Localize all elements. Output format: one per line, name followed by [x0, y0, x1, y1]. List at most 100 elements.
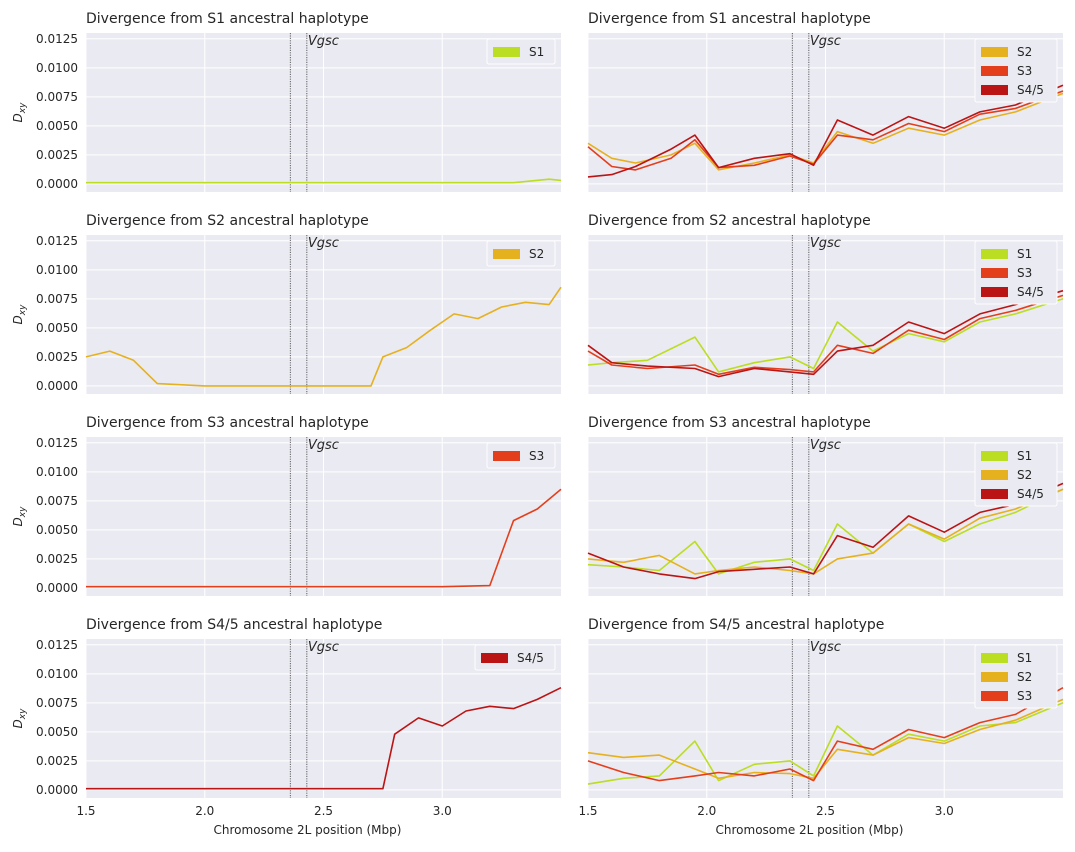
series-line-s4-5	[587, 289, 1064, 378]
y-axis-label-main: D	[11, 113, 25, 122]
y-tick-label: 0.0100	[36, 61, 78, 75]
legend-label: S3	[1017, 689, 1032, 703]
panel-title: Divergence from S4/5 ancestral haplotype	[86, 617, 382, 633]
y-tick-label: 0.0025	[36, 148, 78, 162]
legend-swatch	[493, 249, 520, 259]
x-tick-label: 2.5	[816, 804, 835, 818]
series-line-s3	[86, 488, 562, 588]
x-tick-label: 2.5	[314, 804, 333, 818]
legend-swatch	[981, 653, 1008, 663]
legend-label: S1	[1017, 651, 1032, 665]
legend: S3	[486, 442, 556, 469]
legend-label: S4/5	[1017, 285, 1044, 299]
legend: S2	[486, 240, 556, 267]
x-tick-label: 1.5	[76, 804, 95, 818]
vgsc-label: Vgsc	[810, 236, 841, 251]
legend-swatch	[493, 47, 520, 57]
legend-label: S3	[1017, 64, 1032, 78]
panel-4-1: Vgsc Divergence from S4/5 ancestral haplo…	[11, 617, 562, 837]
vgsc-label: Vgsc	[810, 438, 841, 453]
y-tick-label: 0.0050	[36, 523, 78, 537]
vgsc-label: Vgsc	[810, 640, 841, 655]
legend: S4/5	[474, 644, 556, 671]
panel-title: Divergence from S2 ancestral haplotype	[86, 213, 369, 229]
panel-2-2: Vgsc Divergence from S2 ancestral haploty…	[587, 213, 1064, 394]
panel-title: Divergence from S1 ancestral haplotype	[588, 11, 871, 27]
y-tick-label: 0.0075	[36, 292, 78, 306]
legend-box	[486, 38, 556, 65]
legend-swatch	[981, 287, 1008, 297]
legend-box	[474, 644, 556, 671]
series-line-s1	[587, 702, 1064, 785]
panel-title: Divergence from S1 ancestral haplotype	[86, 11, 369, 27]
legend-label: S1	[1017, 449, 1032, 463]
series-line-s1	[86, 178, 562, 184]
y-tick-label: 0.0025	[36, 552, 78, 566]
legend-swatch	[493, 451, 520, 461]
legend-swatch	[981, 672, 1008, 682]
panel-title: Divergence from S3 ancestral haplotype	[588, 415, 871, 431]
legend-label: S3	[1017, 266, 1032, 280]
vgsc-label: Vgsc	[810, 34, 841, 49]
legend-label: S3	[529, 449, 544, 463]
panel-2-1: Vgsc Divergence from S2 ancestral haploty…	[11, 213, 562, 394]
y-tick-label: 0.0000	[36, 783, 78, 797]
panel-3-1: Vgsc Divergence from S3 ancestral haploty…	[11, 415, 562, 596]
legend-swatch	[981, 47, 1008, 57]
series-line-s4-5	[86, 686, 562, 790]
panel-1-1: Vgsc Divergence from S1 ancestral haploty…	[11, 11, 562, 192]
legend: S1 S2 S3	[974, 644, 1058, 709]
legend-box	[486, 442, 556, 469]
y-tick-label: 0.0100	[36, 263, 78, 277]
x-axis-label: Chromosome 2L position (Mbp)	[716, 823, 904, 837]
y-tick-label: 0.0125	[36, 32, 78, 46]
vgsc-label: Vgsc	[308, 236, 339, 251]
vgsc-label: Vgsc	[308, 438, 339, 453]
panel-1-2: Vgsc Divergence from S1 ancestral haploty…	[587, 11, 1064, 192]
y-tick-label: 0.0025	[36, 754, 78, 768]
legend-swatch	[981, 85, 1008, 95]
legend-swatch	[981, 691, 1008, 701]
y-tick-label: 0.0100	[36, 667, 78, 681]
legend-swatch	[981, 66, 1008, 76]
legend: S1	[486, 38, 556, 65]
legend: S1 S3 S4/5	[974, 240, 1058, 305]
series-line-s2	[587, 698, 1064, 780]
legend-label: S4/5	[1017, 83, 1044, 97]
y-tick-label: 0.0000	[36, 379, 78, 393]
y-axis-label-main: D	[11, 315, 25, 324]
panel-3-2: Vgsc Divergence from S3 ancestral haploty…	[587, 415, 1064, 596]
y-tick-label: 0.0125	[36, 436, 78, 450]
y-tick-label: 0.0025	[36, 350, 78, 364]
y-tick-label: 0.0050	[36, 725, 78, 739]
x-tick-label: 2.0	[697, 804, 716, 818]
y-axis-label: Dxy	[11, 506, 28, 527]
x-tick-label: 2.0	[195, 804, 214, 818]
legend-label: S2	[1017, 45, 1032, 59]
legend-label: S2	[529, 247, 544, 261]
y-tick-label: 0.0075	[36, 90, 78, 104]
y-axis-label-main: D	[11, 517, 25, 526]
y-axis-label-subscript: xy	[18, 102, 28, 114]
legend-swatch	[981, 489, 1008, 499]
y-axis-label-subscript: xy	[18, 304, 28, 316]
panel-title: Divergence from S3 ancestral haplotype	[86, 415, 369, 431]
series-line-s4-5	[587, 482, 1064, 580]
legend-box	[486, 240, 556, 267]
legend-swatch	[981, 470, 1008, 480]
legend-swatch	[981, 268, 1008, 278]
y-tick-label: 0.0125	[36, 638, 78, 652]
y-tick-label: 0.0000	[36, 177, 78, 191]
vgsc-label: Vgsc	[308, 34, 339, 49]
y-tick-label: 0.0075	[36, 696, 78, 710]
x-tick-label: 3.0	[433, 804, 452, 818]
y-tick-label: 0.0000	[36, 581, 78, 595]
vgsc-label: Vgsc	[308, 640, 339, 655]
y-axis-label: Dxy	[11, 102, 28, 123]
legend: S1 S2 S4/5	[974, 442, 1058, 507]
legend-label: S2	[1017, 468, 1032, 482]
y-axis-label-subscript: xy	[18, 506, 28, 518]
x-tick-label: 1.5	[578, 804, 597, 818]
y-tick-label: 0.0075	[36, 494, 78, 508]
